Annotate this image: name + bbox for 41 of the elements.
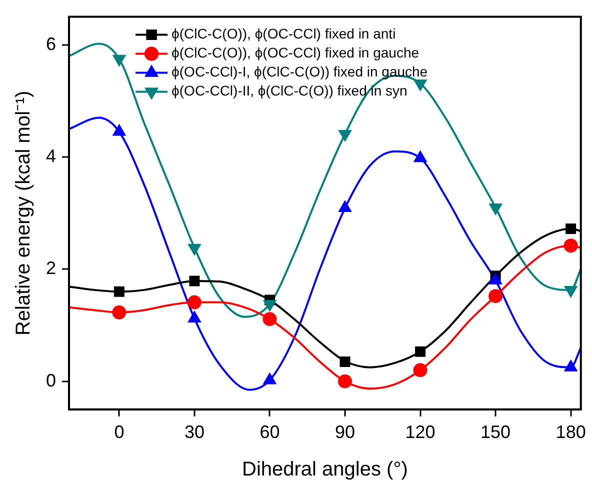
point (112, 305, 126, 320)
point (188, 312, 201, 323)
legend-label: ϕ(OC-CCl)-II, ϕ(ClC-C(O)) fixed in syn (172, 82, 408, 99)
legend-label: ϕ(OC-CCl)-I, ϕ(ClC-C(O)) fixed in gauche (172, 64, 428, 80)
point (413, 363, 428, 378)
point (564, 238, 578, 253)
x-axis-title: Dihedral angles (°) (242, 458, 408, 481)
point (564, 360, 578, 372)
point (489, 203, 502, 214)
x-tick-label: 180 (556, 422, 586, 442)
point (566, 224, 576, 234)
point (112, 54, 126, 66)
line-series (69, 116, 581, 391)
point (264, 373, 276, 384)
y-tick-label: 6 (46, 34, 56, 54)
point (262, 312, 277, 326)
y-tick-label: 4 (46, 146, 56, 166)
point (187, 295, 202, 310)
y-tick-label: 2 (46, 258, 56, 278)
x-tick-label: 150 (480, 422, 511, 442)
x-tick-label: 30 (184, 422, 204, 442)
y-tick-label: 0 (46, 370, 56, 390)
point (414, 80, 426, 91)
legend-label: ϕ(ClC-C(O)), ϕ(OC-CCl) fixed in anti (172, 26, 396, 42)
point (488, 289, 503, 304)
point (564, 286, 578, 297)
point (114, 286, 124, 297)
x-tick-label: 60 (260, 422, 280, 442)
legend-label: ϕ(ClC-C(O)), ϕ(OC-CCl) fixed in gauche (172, 44, 420, 61)
x-tick-label: 120 (405, 422, 436, 442)
point (415, 346, 426, 357)
y-axis-title: Relative energy (kcal mol⁻¹) (12, 90, 35, 336)
x-tick-label: 0 (114, 422, 124, 442)
point (264, 300, 276, 311)
point (189, 276, 200, 286)
point (338, 130, 352, 142)
line-series (69, 42, 581, 318)
point (188, 244, 201, 255)
point (340, 356, 350, 367)
point (338, 374, 352, 388)
x-tick-label: 90 (334, 422, 356, 442)
